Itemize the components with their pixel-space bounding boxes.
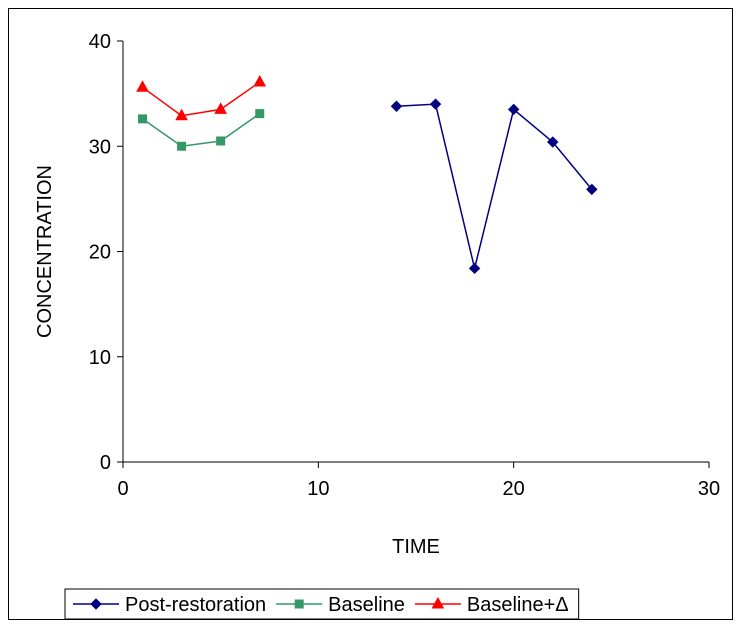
x-tick-label: 0 bbox=[117, 478, 128, 500]
data-point bbox=[253, 75, 267, 87]
data-point bbox=[547, 136, 559, 148]
ticks: 0 10 20 30 40 0 10 20 30 bbox=[89, 31, 720, 500]
x-axis-title: TIME bbox=[392, 536, 440, 558]
legend-marker bbox=[431, 596, 445, 609]
y-tick-label: 20 bbox=[89, 242, 111, 264]
data-point bbox=[390, 100, 403, 112]
series-0 bbox=[390, 98, 598, 275]
data-point bbox=[136, 80, 149, 92]
series-2 bbox=[136, 75, 267, 121]
legend-label: Post-restoration bbox=[125, 594, 266, 616]
data-point bbox=[177, 141, 187, 151]
legend-label: Baseline bbox=[328, 594, 405, 616]
data-point bbox=[429, 98, 442, 110]
chart-svg: 0 10 20 30 40 0 10 20 30 TIME CONCENTRATION Post… bbox=[34, 31, 720, 619]
y-axis-title: CONCENTRATION bbox=[34, 165, 56, 338]
series-line bbox=[142, 113, 261, 148]
data-point bbox=[468, 262, 481, 275]
legend-item-1: Baseline bbox=[276, 594, 405, 616]
legend-box bbox=[64, 588, 580, 619]
legend-marker bbox=[90, 598, 102, 610]
y-tick-label: 40 bbox=[89, 31, 111, 53]
series-line bbox=[142, 81, 261, 117]
y-tick-label: 0 bbox=[100, 452, 111, 474]
legend-item-2: Baseline+Δ bbox=[414, 594, 569, 616]
data-point bbox=[216, 136, 226, 146]
legend-item-0: Post-restoration bbox=[73, 594, 266, 616]
chart-frame: 0 10 20 30 40 0 10 20 30 TIME CONCENTRATION Post… bbox=[8, 8, 733, 620]
legend: Post-restoration Baseline Baseline+Δ bbox=[64, 588, 580, 619]
data-point bbox=[507, 103, 520, 116]
series-layer bbox=[136, 75, 598, 275]
y-tick-label: 10 bbox=[89, 347, 111, 369]
axes bbox=[122, 41, 709, 463]
series-line bbox=[396, 103, 593, 269]
series-1 bbox=[138, 109, 265, 151]
legend-label: Baseline+Δ bbox=[467, 594, 569, 616]
y-tick-label: 30 bbox=[89, 136, 111, 158]
data-point bbox=[255, 109, 265, 119]
data-point bbox=[175, 108, 188, 121]
x-tick-label: 20 bbox=[503, 478, 525, 500]
data-point bbox=[214, 102, 228, 114]
data-point bbox=[586, 183, 598, 196]
data-point bbox=[138, 114, 148, 124]
x-tick-label: 30 bbox=[698, 478, 720, 500]
legend-marker bbox=[294, 599, 304, 609]
x-tick-label: 10 bbox=[307, 478, 329, 500]
